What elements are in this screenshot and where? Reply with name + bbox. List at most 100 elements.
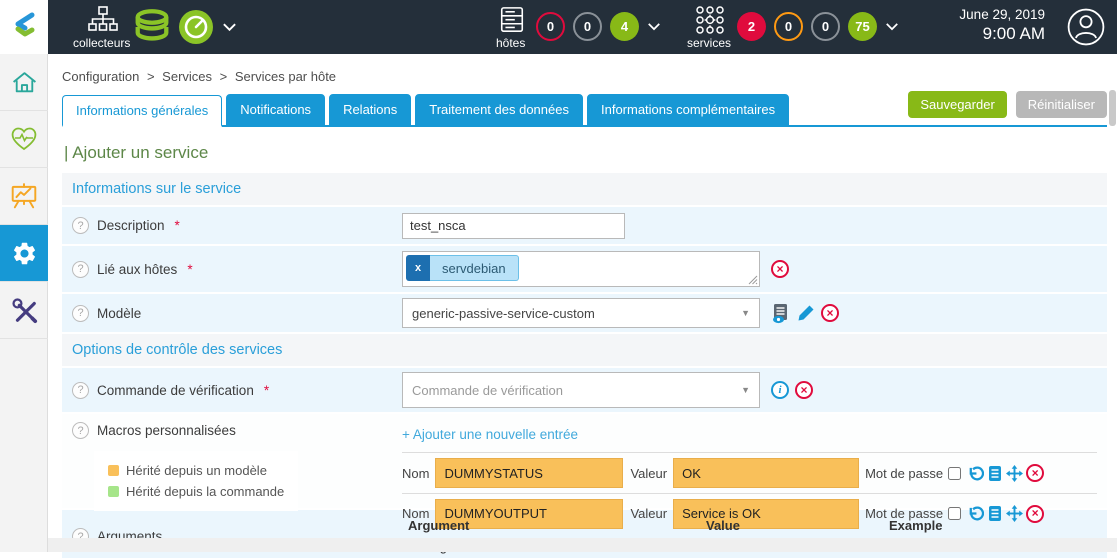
macro-password-label: Mot de passe xyxy=(865,466,943,481)
administration-tools-icon xyxy=(10,296,38,324)
sidebar-item-administration[interactable] xyxy=(0,282,48,339)
host-chip: x servdebian xyxy=(406,255,519,281)
sidebar-item-home[interactable] xyxy=(0,54,48,111)
linked-hosts-row: Lié aux hôtes * x servdebian xyxy=(62,246,1107,292)
hosts-up-badge[interactable]: 4 xyxy=(610,12,639,41)
services-unknown-badge[interactable]: 0 xyxy=(811,12,840,41)
clock: June 29, 2019 9:00 AM xyxy=(959,7,1045,44)
services-badges: 2 0 0 75 xyxy=(737,12,899,41)
services-ok-badge[interactable]: 75 xyxy=(848,12,877,41)
help-icon[interactable] xyxy=(72,261,89,278)
required-mark: * xyxy=(175,218,180,233)
configuration-gear-icon xyxy=(11,240,38,267)
info-icon[interactable] xyxy=(771,381,789,399)
breadcrumb-separator: > xyxy=(220,69,228,84)
help-icon[interactable] xyxy=(72,217,89,234)
pollers-tree-icon xyxy=(88,5,118,35)
edit-pencil-icon[interactable] xyxy=(797,304,815,322)
description-input[interactable] xyxy=(402,213,625,239)
arguments-header-argument: Argument xyxy=(408,518,706,533)
clear-template-icon[interactable] xyxy=(821,304,839,322)
reset-button[interactable]: Réinitialiser xyxy=(1016,91,1107,118)
breadcrumb: Configuration > Services > Services par … xyxy=(48,54,1117,84)
footer-strip xyxy=(48,538,1117,552)
user-avatar-icon xyxy=(1067,8,1105,46)
legend-command-swatch xyxy=(108,486,119,497)
hosts-down-badge[interactable]: 0 xyxy=(536,12,565,41)
breadcrumb-item[interactable]: Services xyxy=(162,69,212,84)
legend-command-label: Hérité depuis la commande xyxy=(126,481,284,502)
help-icon[interactable] xyxy=(72,305,89,322)
clear-command-icon[interactable] xyxy=(795,381,813,399)
services-critical-badge[interactable]: 2 xyxy=(737,12,766,41)
delete-macro-icon[interactable] xyxy=(1026,464,1044,482)
linked-hosts-label: Lié aux hôtes xyxy=(97,262,177,277)
section-service-check-options: Options de contrôle des services xyxy=(62,334,1107,366)
date-text: June 29, 2019 xyxy=(959,7,1045,22)
save-button[interactable]: Sauvegarder xyxy=(908,91,1006,118)
database-icon[interactable] xyxy=(132,7,172,47)
template-select[interactable]: generic-passive-service-custom xyxy=(402,298,760,328)
service-form: Informations sur le service Description … xyxy=(62,173,1107,558)
check-command-placeholder: Commande de vérification xyxy=(412,383,563,398)
check-command-row: Commande de vérification * Commande de v… xyxy=(62,368,1107,412)
heart-pulse-icon xyxy=(10,125,38,153)
user-menu[interactable] xyxy=(1067,8,1105,46)
check-command-select[interactable]: Commande de vérification xyxy=(402,372,760,408)
presentation-chart-icon xyxy=(10,182,38,210)
top-bar: collecteurs xyxy=(0,0,1117,54)
section-service-information: Informations sur le service xyxy=(62,173,1107,205)
services-status-group[interactable]: services 2 0 0 75 xyxy=(685,0,925,54)
sidebar xyxy=(0,54,48,552)
linked-hosts-input[interactable]: x servdebian xyxy=(402,251,760,287)
undo-icon[interactable] xyxy=(967,465,984,482)
template-label: Modèle xyxy=(97,306,141,321)
help-icon[interactable] xyxy=(72,422,89,439)
macro-row-1: Nom Valeur Mot de passe xyxy=(402,453,1097,493)
hosts-unreachable-badge[interactable]: 0 xyxy=(573,12,602,41)
time-text: 9:00 AM xyxy=(959,24,1045,44)
tab-notifications[interactable]: Notifications xyxy=(226,94,325,125)
hosts-icon xyxy=(498,6,526,34)
main-content: Configuration > Services > Services par … xyxy=(48,54,1117,552)
clear-hosts-icon[interactable] xyxy=(771,260,789,278)
chip-remove-icon[interactable]: x xyxy=(406,255,430,281)
arguments-header-value: Value xyxy=(706,518,889,533)
host-chip-label: servdebian xyxy=(430,255,519,281)
sidebar-item-reporting[interactable] xyxy=(0,168,48,225)
services-warning-badge[interactable]: 0 xyxy=(774,12,803,41)
macro-password-checkbox[interactable] xyxy=(948,467,961,480)
services-label: services xyxy=(687,36,731,50)
breadcrumb-separator: > xyxy=(147,69,155,84)
tab-general-information[interactable]: Informations générales xyxy=(62,95,222,127)
breadcrumb-item[interactable]: Services par hôte xyxy=(235,69,336,84)
pollers-group[interactable]: collecteurs xyxy=(70,0,240,54)
tab-data-processing[interactable]: Traitement des données xyxy=(415,94,583,125)
add-macro-link[interactable]: + Ajouter une nouvelle entrée xyxy=(402,427,578,442)
chevron-down-icon[interactable] xyxy=(222,22,237,32)
hosts-status-group[interactable]: hôtes 0 0 4 xyxy=(494,0,684,54)
chevron-down-icon[interactable] xyxy=(885,22,899,31)
select-arrow-icon xyxy=(741,308,750,318)
tab-additional-information[interactable]: Informations complémentaires xyxy=(587,94,789,125)
sidebar-item-configuration[interactable] xyxy=(0,225,48,282)
centreon-logo[interactable] xyxy=(0,0,48,54)
sidebar-item-monitoring[interactable] xyxy=(0,111,48,168)
macro-value-input[interactable] xyxy=(673,458,859,488)
macros-legend: Hérité depuis un modèle Hérité depuis la… xyxy=(94,451,298,511)
scrollbar-thumb[interactable] xyxy=(1109,90,1116,126)
tab-bar: Informations générales Notifications Rel… xyxy=(62,94,1107,127)
view-template-icon[interactable] xyxy=(771,303,791,324)
help-icon[interactable] xyxy=(72,382,89,399)
resize-handle-icon[interactable] xyxy=(748,275,758,285)
breadcrumb-item[interactable]: Configuration xyxy=(62,69,139,84)
tab-relations[interactable]: Relations xyxy=(329,94,411,125)
hosts-badges: 0 0 4 xyxy=(536,12,661,41)
template-selected-value: generic-passive-service-custom xyxy=(412,306,595,321)
chevron-down-icon[interactable] xyxy=(647,22,661,31)
move-icon[interactable] xyxy=(1006,465,1023,482)
macro-name-input[interactable] xyxy=(435,458,623,488)
page-title: | Ajouter un service xyxy=(64,143,1117,163)
broker-gauge-icon[interactable] xyxy=(178,9,214,45)
macro-list-icon[interactable] xyxy=(987,465,1003,482)
